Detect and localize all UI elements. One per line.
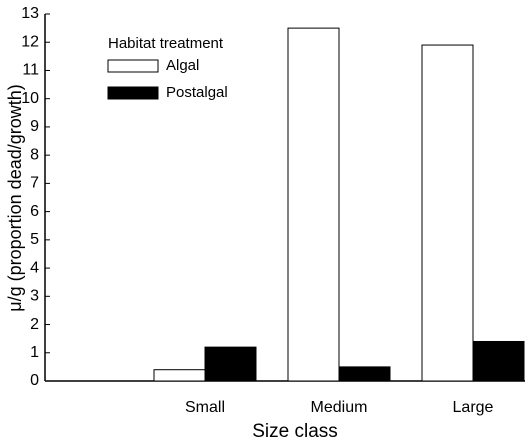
bar [472,340,525,382]
legend-label: Postalgal [166,84,228,101]
y-tick-label: 4 [30,259,39,276]
y-tick-label: 6 [30,203,39,220]
bar [421,44,474,382]
y-tick-label: 7 [30,175,39,192]
x-tick-label: Small [185,399,225,416]
bar [338,366,391,382]
bar [153,369,206,382]
y-tick-label: 12 [21,33,39,50]
y-tick-label: 10 [21,90,39,107]
bar [204,346,257,382]
y-tick-label: 8 [30,146,39,163]
bar [287,27,340,382]
y-tick-label: 0 [30,372,39,389]
y-tick-label: 1 [30,344,39,361]
y-tick-label: 13 [21,5,39,22]
y-tick-label: 2 [30,316,39,333]
y-tick-label: 9 [30,118,39,135]
y-tick-label: 3 [30,288,39,305]
legend-title: Habitat treatment [108,35,224,52]
x-tick-label: Medium [311,399,368,416]
x-axis-label: Size class [252,421,338,442]
x-tick-label: Large [453,399,494,416]
legend-swatch [107,59,159,73]
y-tick-label: 5 [30,231,39,248]
y-tick-label: 11 [22,62,39,79]
legend-swatch [107,86,159,100]
y-axis-label: μ/g (proportion dead/growth) [5,84,25,312]
legend-label: Algal [166,57,199,74]
